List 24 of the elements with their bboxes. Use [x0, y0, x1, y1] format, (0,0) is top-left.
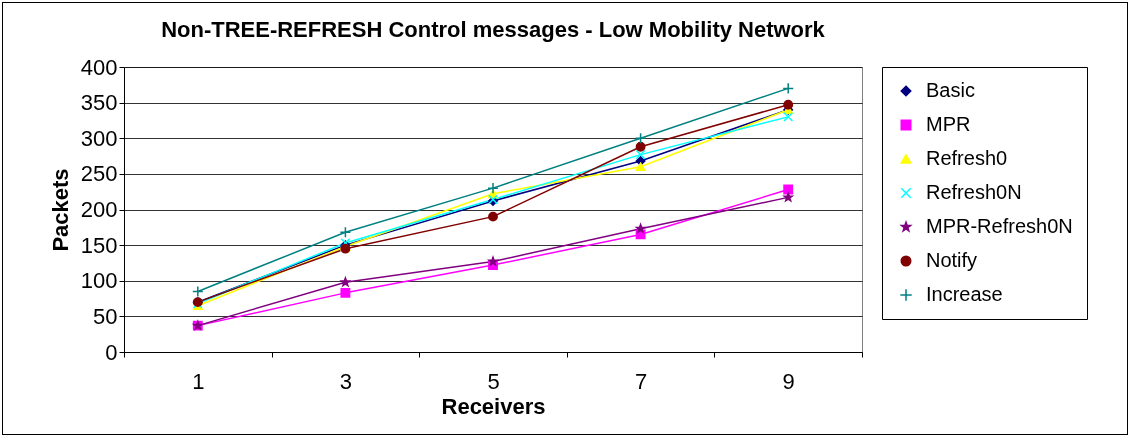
y-tick-label: 50: [93, 303, 118, 329]
y-tick-label: 100: [80, 268, 118, 294]
legend-label: Increase: [926, 283, 1003, 305]
y-tick-label: 350: [80, 90, 118, 116]
chart-title: Non-TREE-REFRESH Control messages - Low Mobility Network: [161, 17, 826, 42]
legend-label: Basic: [926, 79, 975, 101]
legend-label: Refresh0N: [926, 181, 1022, 203]
y-tick-label: 0: [105, 339, 118, 365]
y-tick-label: 300: [80, 125, 118, 151]
legend-label: Refresh0: [926, 147, 1008, 169]
legend-label: MPR: [926, 113, 971, 135]
y-tick-label: 250: [80, 161, 118, 187]
x-tick-label: 9: [782, 368, 795, 394]
x-axis-title: Receivers: [441, 393, 546, 419]
y-tick-label: 150: [80, 232, 118, 258]
x-tick-label: 3: [339, 368, 353, 394]
x-tick-label: 1: [192, 368, 205, 394]
y-tick-label: 200: [80, 197, 118, 222]
legend-label: MPR-Refresh0N: [926, 215, 1073, 237]
x-tick-label: 7: [634, 368, 648, 394]
x-tick-label: 5: [487, 368, 500, 394]
y-axis-title: Packets: [47, 168, 73, 252]
legend-label: Notify: [926, 249, 978, 271]
y-tick-label: 400: [80, 54, 118, 80]
